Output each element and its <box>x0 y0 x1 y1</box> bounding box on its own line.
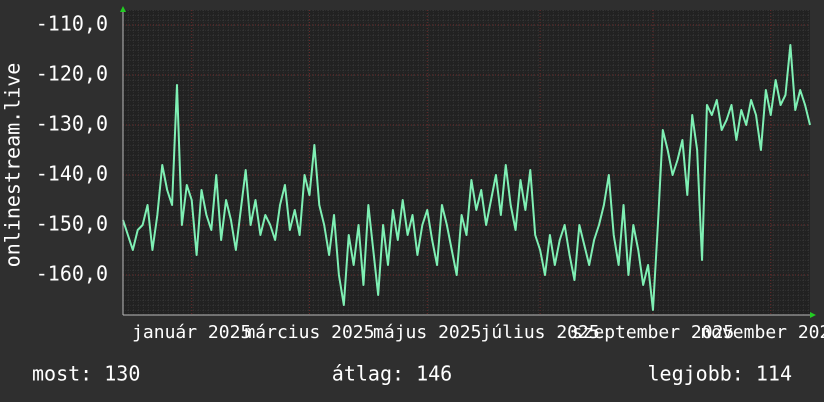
y-tick-label: -160,0 <box>36 262 108 286</box>
data-line <box>122 44 811 311</box>
x-tick-label: január 2025 <box>132 322 251 343</box>
marks <box>122 44 811 311</box>
y-tick-label: -130,0 <box>36 112 108 136</box>
axis-arrow <box>120 6 126 12</box>
stat-average: átlag: 146 <box>332 362 452 386</box>
y-tick-label: -110,0 <box>36 12 108 36</box>
x-tick-label: május 2025 <box>373 322 481 343</box>
x-tick-label: július 2025 <box>480 322 599 343</box>
y-tick-label: -150,0 <box>36 212 108 236</box>
y-axis-title: onlinestream.live <box>1 63 25 268</box>
y-tick-label: -120,0 <box>36 62 108 86</box>
stat-best: legjobb: 114 <box>648 362 793 386</box>
x-tick-label: november 2025 <box>700 322 824 343</box>
x-tick-label: március 2025 <box>244 322 374 343</box>
stat-current: most: 130 <box>32 362 140 386</box>
x-tick-label: szeptember 2025 <box>572 322 735 343</box>
minor-grid <box>123 10 810 315</box>
grid <box>123 10 810 315</box>
y-tick-label: -140,0 <box>36 162 108 186</box>
axis-arrow <box>810 312 816 318</box>
